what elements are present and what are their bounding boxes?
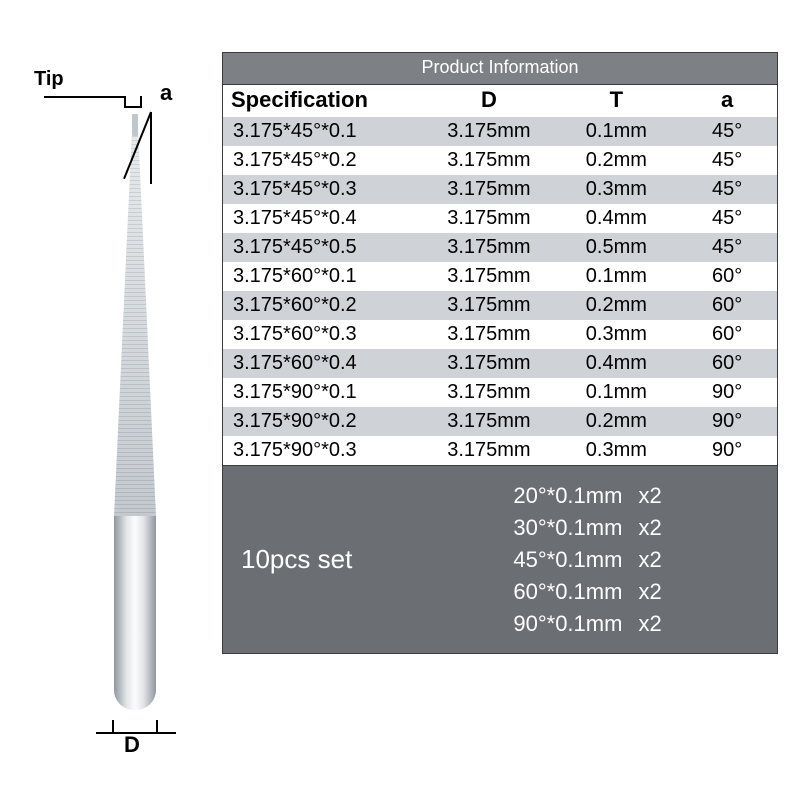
- table-row: 3.175*90°*0.23.175mm0.2mm90°: [223, 407, 777, 436]
- diameter-label: D: [124, 732, 140, 758]
- table-row: 3.175*45°*0.53.175mm0.5mm45°: [223, 233, 777, 262]
- cell-spec: 3.175*90°*0.2: [223, 407, 422, 436]
- cell-a: 90°: [677, 378, 777, 407]
- cell-a: 60°: [677, 291, 777, 320]
- set-item-spec: 20°*0.1mm: [472, 480, 622, 512]
- cell-t: 0.3mm: [555, 320, 677, 349]
- table-row: 3.175*45°*0.13.175mm0.1mm45°: [223, 117, 777, 146]
- set-item-spec: 30°*0.1mm: [472, 512, 622, 544]
- product-info-panel: Product Information Specification D T a …: [222, 52, 778, 654]
- cell-spec: 3.175*60°*0.3: [223, 320, 422, 349]
- table-row: 3.175*45°*0.33.175mm0.3mm45°: [223, 175, 777, 204]
- set-box: 10pcs set 20°*0.1mmx230°*0.1mmx245°*0.1m…: [223, 465, 777, 653]
- set-list: 20°*0.1mmx230°*0.1mmx245°*0.1mmx260°*0.1…: [472, 480, 767, 639]
- cell-t: 0.2mm: [555, 407, 677, 436]
- bit-shank: [114, 516, 156, 710]
- cell-t: 0.3mm: [555, 175, 677, 204]
- cell-a: 45°: [677, 117, 777, 146]
- cell-d: 3.175mm: [422, 320, 555, 349]
- table-row: 3.175*45°*0.43.175mm0.4mm45°: [223, 204, 777, 233]
- cell-a: 60°: [677, 320, 777, 349]
- cell-a: 45°: [677, 204, 777, 233]
- cell-spec: 3.175*60°*0.1: [223, 262, 422, 291]
- bit-cone: [114, 136, 156, 516]
- cell-spec: 3.175*45°*0.2: [223, 146, 422, 175]
- set-item-qty: x2: [638, 576, 688, 608]
- set-item-spec: 60°*0.1mm: [472, 576, 622, 608]
- cell-d: 3.175mm: [422, 146, 555, 175]
- table-header-row: Specification D T a: [223, 85, 777, 117]
- cell-d: 3.175mm: [422, 378, 555, 407]
- cell-t: 0.1mm: [555, 378, 677, 407]
- set-item: 20°*0.1mm x2: [472, 480, 767, 512]
- cell-d: 3.175mm: [422, 436, 555, 465]
- cell-t: 0.4mm: [555, 349, 677, 378]
- table-row: 3.175*60°*0.43.175mm0.4mm60°: [223, 349, 777, 378]
- spec-table: Specification D T a 3.175*45°*0.13.175mm…: [223, 85, 777, 465]
- set-item-spec: 90°*0.1mm: [472, 608, 622, 640]
- product-info-title: Product Information: [223, 53, 777, 85]
- cell-t: 0.5mm: [555, 233, 677, 262]
- cell-a: 45°: [677, 233, 777, 262]
- table-row: 3.175*45°*0.23.175mm0.2mm45°: [223, 146, 777, 175]
- cell-spec: 3.175*60°*0.2: [223, 291, 422, 320]
- cell-t: 0.1mm: [555, 262, 677, 291]
- cell-t: 0.4mm: [555, 204, 677, 233]
- set-item-qty: x2: [638, 544, 688, 576]
- set-title: 10pcs set: [241, 544, 472, 575]
- set-item-qty: x2: [638, 608, 688, 640]
- cell-d: 3.175mm: [422, 291, 555, 320]
- cell-spec: 3.175*45°*0.5: [223, 233, 422, 262]
- cell-spec: 3.175*45°*0.4: [223, 204, 422, 233]
- angle-label: a: [160, 80, 172, 106]
- col-header-a: a: [677, 85, 777, 117]
- col-header-d: D: [422, 85, 555, 117]
- table-row: 3.175*90°*0.13.175mm0.1mm90°: [223, 378, 777, 407]
- set-item: 90°*0.1mm x2: [472, 608, 767, 640]
- engraving-bit-illustration: [110, 90, 160, 710]
- cell-d: 3.175mm: [422, 117, 555, 146]
- set-item: 45°*0.1mm x2: [472, 544, 767, 576]
- set-item: 60°*0.1mm x2: [472, 576, 767, 608]
- cell-a: 45°: [677, 175, 777, 204]
- cell-t: 0.2mm: [555, 146, 677, 175]
- cell-t: 0.2mm: [555, 291, 677, 320]
- tip-label: Tip: [34, 68, 64, 91]
- set-item-qty: x2: [638, 512, 688, 544]
- cell-spec: 3.175*60°*0.4: [223, 349, 422, 378]
- cell-spec: 3.175*90°*0.3: [223, 436, 422, 465]
- cell-d: 3.175mm: [422, 233, 555, 262]
- cell-t: 0.1mm: [555, 117, 677, 146]
- cell-a: 90°: [677, 407, 777, 436]
- cell-spec: 3.175*45°*0.3: [223, 175, 422, 204]
- cell-spec: 3.175*45°*0.1: [223, 117, 422, 146]
- cell-spec: 3.175*90°*0.1: [223, 378, 422, 407]
- cell-d: 3.175mm: [422, 349, 555, 378]
- cell-d: 3.175mm: [422, 204, 555, 233]
- cell-a: 45°: [677, 146, 777, 175]
- col-header-spec: Specification: [223, 85, 422, 117]
- col-header-t: T: [555, 85, 677, 117]
- table-row: 3.175*90°*0.33.175mm0.3mm90°: [223, 436, 777, 465]
- table-row: 3.175*60°*0.13.175mm0.1mm60°: [223, 262, 777, 291]
- cell-d: 3.175mm: [422, 262, 555, 291]
- table-row: 3.175*60°*0.23.175mm0.2mm60°: [223, 291, 777, 320]
- cell-a: 60°: [677, 262, 777, 291]
- cell-d: 3.175mm: [422, 175, 555, 204]
- cell-a: 90°: [677, 436, 777, 465]
- table-row: 3.175*60°*0.33.175mm0.3mm60°: [223, 320, 777, 349]
- set-item-spec: 45°*0.1mm: [472, 544, 622, 576]
- set-item: 30°*0.1mm x2: [472, 512, 767, 544]
- cell-d: 3.175mm: [422, 407, 555, 436]
- cell-a: 60°: [677, 349, 777, 378]
- cell-t: 0.3mm: [555, 436, 677, 465]
- page: Tip a D Product Information Specificatio…: [0, 0, 800, 800]
- set-item-qty: x2: [638, 480, 688, 512]
